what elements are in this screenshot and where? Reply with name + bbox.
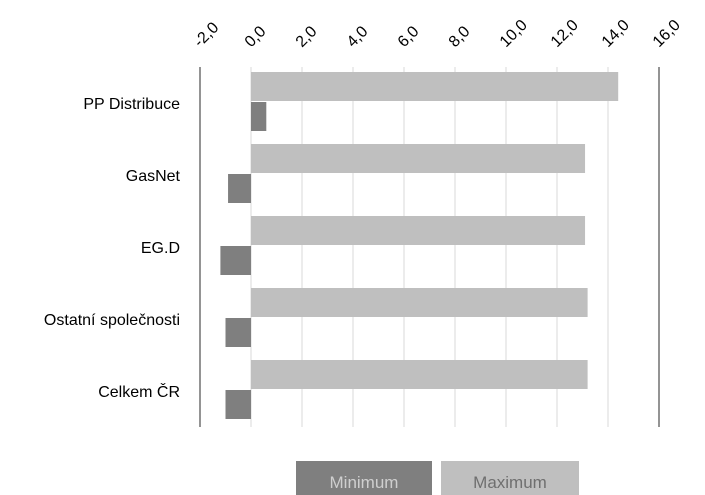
x-tick-label: 8,0 (446, 23, 474, 51)
x-tick-label: 10,0 (497, 17, 531, 51)
category-label: GasNet (126, 168, 181, 185)
category-label: EG.D (141, 240, 180, 257)
x-tick-label: 16,0 (650, 17, 684, 51)
bar-maximum-1 (251, 144, 586, 173)
bars (220, 72, 619, 419)
x-tick-label: 0,0 (242, 23, 270, 51)
legend-label-minimum: Minimum (329, 473, 399, 492)
bar-maximum-2 (251, 216, 586, 245)
bar-maximum-3 (251, 288, 588, 317)
x-tick-label: 12,0 (548, 17, 582, 51)
bar-minimum-1 (228, 174, 251, 203)
category-labels: PP Distribuce GasNet EG.D Ostatní společnos… (44, 96, 181, 401)
x-tick-label: 6,0 (395, 23, 423, 51)
x-tick-label: 14,0 (599, 17, 633, 51)
x-tick-label: 2,0 (293, 23, 321, 51)
bar-minimum-0 (251, 102, 267, 131)
category-label: Ostatní společnosti (44, 312, 180, 329)
category-label: Celkem ČR (98, 382, 180, 401)
legend-label-maximum: Maximum (473, 473, 547, 492)
legend: Minimum Maximum (0, 461, 705, 495)
x-tick-label: -2,0 (191, 19, 223, 51)
bar-minimum-3 (225, 318, 251, 347)
x-tick-labels: -2,0 0,0 2,0 4,0 6,0 8,0 10,0 12,0 14,0 16,0 (191, 17, 684, 51)
legend-item-minimum: Minimum (296, 461, 432, 495)
bar-maximum-4 (251, 360, 588, 389)
category-label: PP Distribuce (83, 96, 180, 113)
x-tick-label: 4,0 (344, 23, 372, 51)
bar-minimum-2 (220, 246, 251, 275)
legend-item-maximum: Maximum (441, 461, 579, 495)
bar-minimum-4 (225, 390, 251, 419)
bar-maximum-0 (251, 72, 619, 101)
